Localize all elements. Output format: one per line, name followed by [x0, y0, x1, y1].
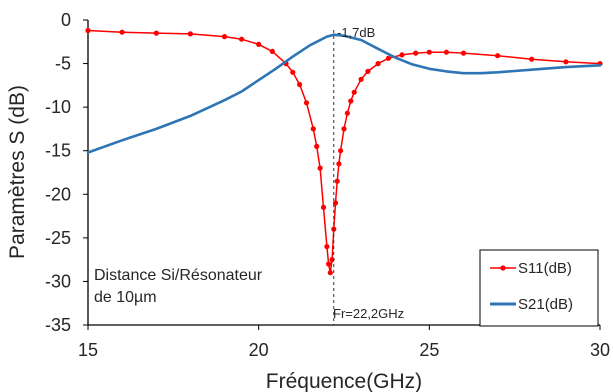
legend-s11-marker [500, 265, 506, 271]
series-1-point [385, 55, 391, 61]
resonance-annotation: Fr=22,2GHz [333, 306, 404, 321]
series-1-point [365, 68, 371, 74]
series-1-point [348, 98, 354, 104]
series-1-point [85, 27, 91, 34]
series-1-point [320, 204, 327, 210]
y-tick-label: -35 [45, 315, 71, 335]
series-1-point [187, 31, 193, 37]
series-1-point [310, 126, 316, 132]
series-1-point [317, 165, 323, 171]
series-1-point [529, 56, 535, 62]
series-1-point [303, 100, 310, 106]
x-tick-label: 20 [249, 340, 269, 360]
y-tick-label: -5 [55, 54, 71, 74]
series-1-point [338, 148, 344, 154]
series-1-point [358, 76, 364, 82]
series-1-point [297, 81, 303, 88]
series-1-point [119, 29, 125, 35]
legend-s21-label: S21(dB) [518, 296, 573, 313]
series-2-line [86, 33, 602, 154]
y-tick-label: -10 [45, 97, 71, 117]
series-1-point [221, 34, 228, 40]
y-axis-title: Paramètres S (dB) [6, 85, 29, 259]
y-tick-label: 0 [61, 10, 71, 30]
peak-annotation: -1,7dB [337, 25, 375, 40]
series-1-point [334, 178, 340, 184]
note-line-2: de 10µm [94, 289, 157, 306]
series-1-point [336, 161, 342, 167]
y-tick-label: -25 [45, 228, 71, 248]
series-1-point [563, 59, 569, 65]
series-1-point [495, 53, 501, 59]
series-1-point [413, 50, 419, 56]
series-1-point [399, 52, 405, 58]
series-1-point [269, 48, 275, 55]
legend-s11-label: S11(dB) [518, 260, 572, 277]
x-tick-label: 25 [419, 340, 439, 360]
series-1-point [344, 110, 350, 116]
series-1-point [327, 270, 333, 276]
x-axis-title: Fréquence(GHz) [266, 370, 422, 392]
series-1-point [460, 50, 467, 56]
series-1-point [443, 49, 449, 55]
series-1-point [326, 261, 332, 267]
series-1-point [426, 49, 432, 55]
y-tick-label: -30 [45, 271, 71, 291]
series-1-point [290, 69, 296, 75]
y-tick-label: -20 [45, 184, 71, 204]
x-tick-label: 15 [78, 340, 98, 360]
y-tick-label: -15 [45, 141, 71, 161]
series-1-point [256, 41, 262, 48]
series-1-point [375, 61, 381, 67]
legend-box [479, 249, 599, 327]
series-1-point [341, 126, 347, 132]
series-1-point [324, 244, 330, 250]
series-1-point [314, 143, 320, 149]
series-1-point [239, 36, 245, 42]
series-1-point [153, 30, 159, 36]
x-tick-label: 30 [590, 340, 610, 360]
note-line-1: Distance Si/Résonateur [94, 267, 263, 284]
legend: S11(dB) S21(dB) [479, 249, 599, 327]
series-1-point [351, 89, 357, 95]
